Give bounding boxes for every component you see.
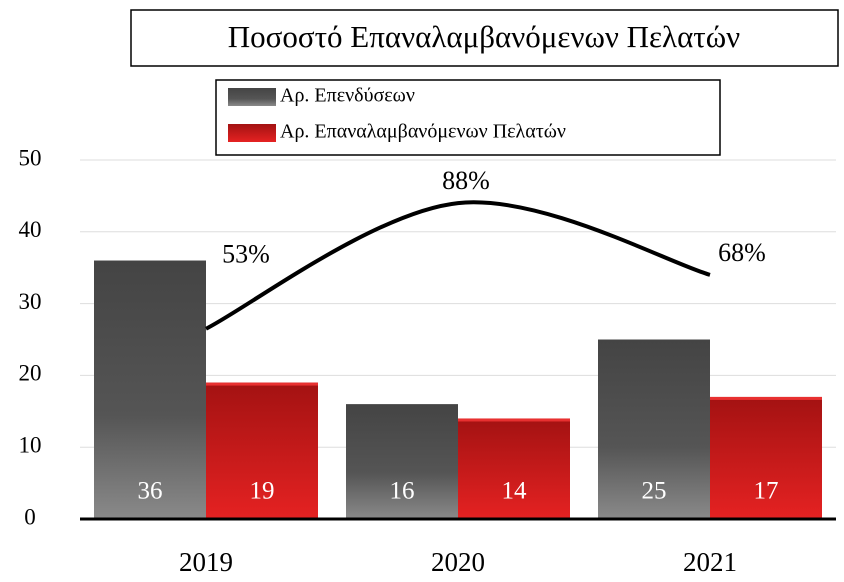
line-label: 68% — [718, 238, 766, 267]
bar — [94, 260, 206, 519]
data-label: 19 — [250, 478, 275, 505]
line-label: 88% — [442, 166, 490, 195]
data-label: 16 — [390, 478, 415, 505]
bar — [458, 418, 570, 519]
line-label: 53% — [222, 240, 270, 269]
y-tick-label: 40 — [19, 217, 42, 242]
x-tick-label: 2021 — [683, 547, 737, 577]
bar-highlight — [458, 418, 570, 422]
data-label: 14 — [502, 478, 528, 505]
line — [205, 200, 711, 331]
y-tick-label: 10 — [19, 432, 42, 457]
legend-swatch — [228, 88, 276, 106]
legend-swatch — [228, 124, 276, 142]
bar-highlight — [206, 382, 318, 386]
chart-title: Ποσοστό Επαναλαμβανόμενων Πελατών — [228, 19, 740, 54]
legend-label: Αρ. Επενδύσεων — [280, 85, 415, 107]
y-tick-label: 0 — [24, 504, 36, 529]
data-label: 36 — [138, 478, 163, 505]
bar-highlight — [710, 396, 822, 400]
legend-label: Αρ. Επαναλαμβανόμενων Πελατών — [280, 121, 566, 143]
data-label: 25 — [642, 478, 667, 505]
x-tick-label: 2020 — [431, 547, 485, 577]
bar — [206, 382, 318, 519]
title-box — [130, 9, 839, 67]
y-tick-label: 50 — [19, 145, 42, 170]
data-label: 17 — [754, 478, 779, 505]
y-tick-label: 20 — [19, 361, 42, 386]
bar — [346, 404, 458, 519]
legend-box — [215, 79, 721, 156]
y-tick-label: 30 — [19, 289, 42, 314]
bar — [598, 339, 710, 519]
bar — [710, 396, 822, 519]
x-tick-label: 2019 — [179, 547, 233, 577]
